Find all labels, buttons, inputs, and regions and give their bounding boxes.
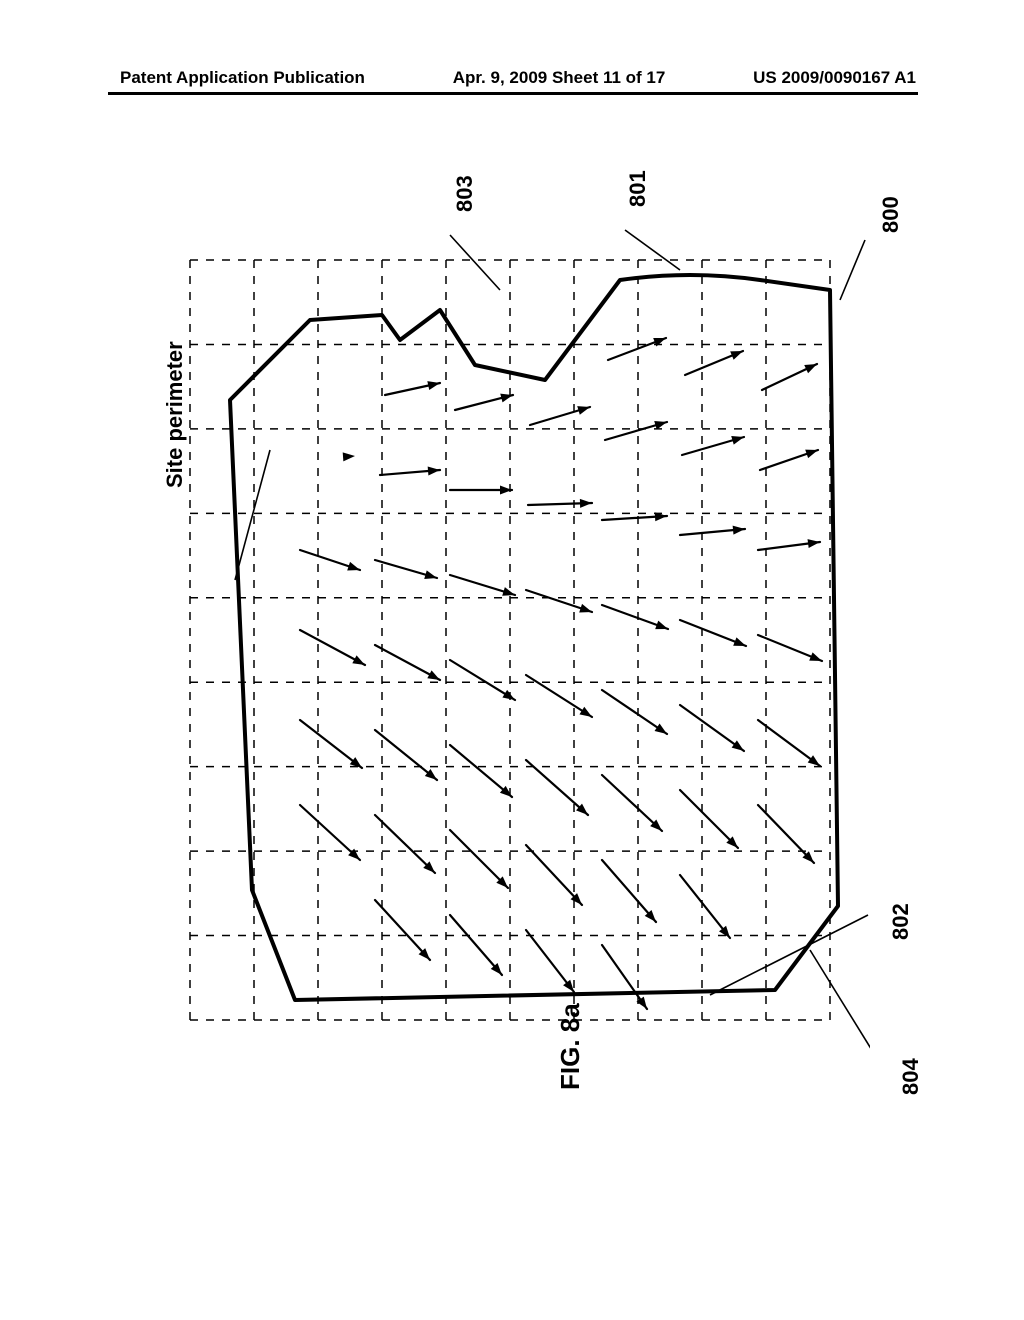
figure-area [150,200,870,1100]
ref-800: 800 [878,196,904,233]
site-perimeter-label: Site perimeter [162,341,188,488]
figure-caption: FIG. 8a [555,1003,586,1090]
ref-803: 803 [452,175,478,212]
header-left: Patent Application Publication [120,68,365,88]
header-right: US 2009/0090167 A1 [753,68,916,88]
header-center: Apr. 9, 2009 Sheet 11 of 17 [453,68,666,88]
ref-802: 802 [888,903,914,940]
ref-801: 801 [625,170,651,207]
figure-svg [150,200,870,1100]
header-rule [108,92,918,95]
ref-804: 804 [898,1058,924,1095]
page-header: Patent Application Publication Apr. 9, 2… [0,68,1024,88]
page: Patent Application Publication Apr. 9, 2… [0,0,1024,1320]
